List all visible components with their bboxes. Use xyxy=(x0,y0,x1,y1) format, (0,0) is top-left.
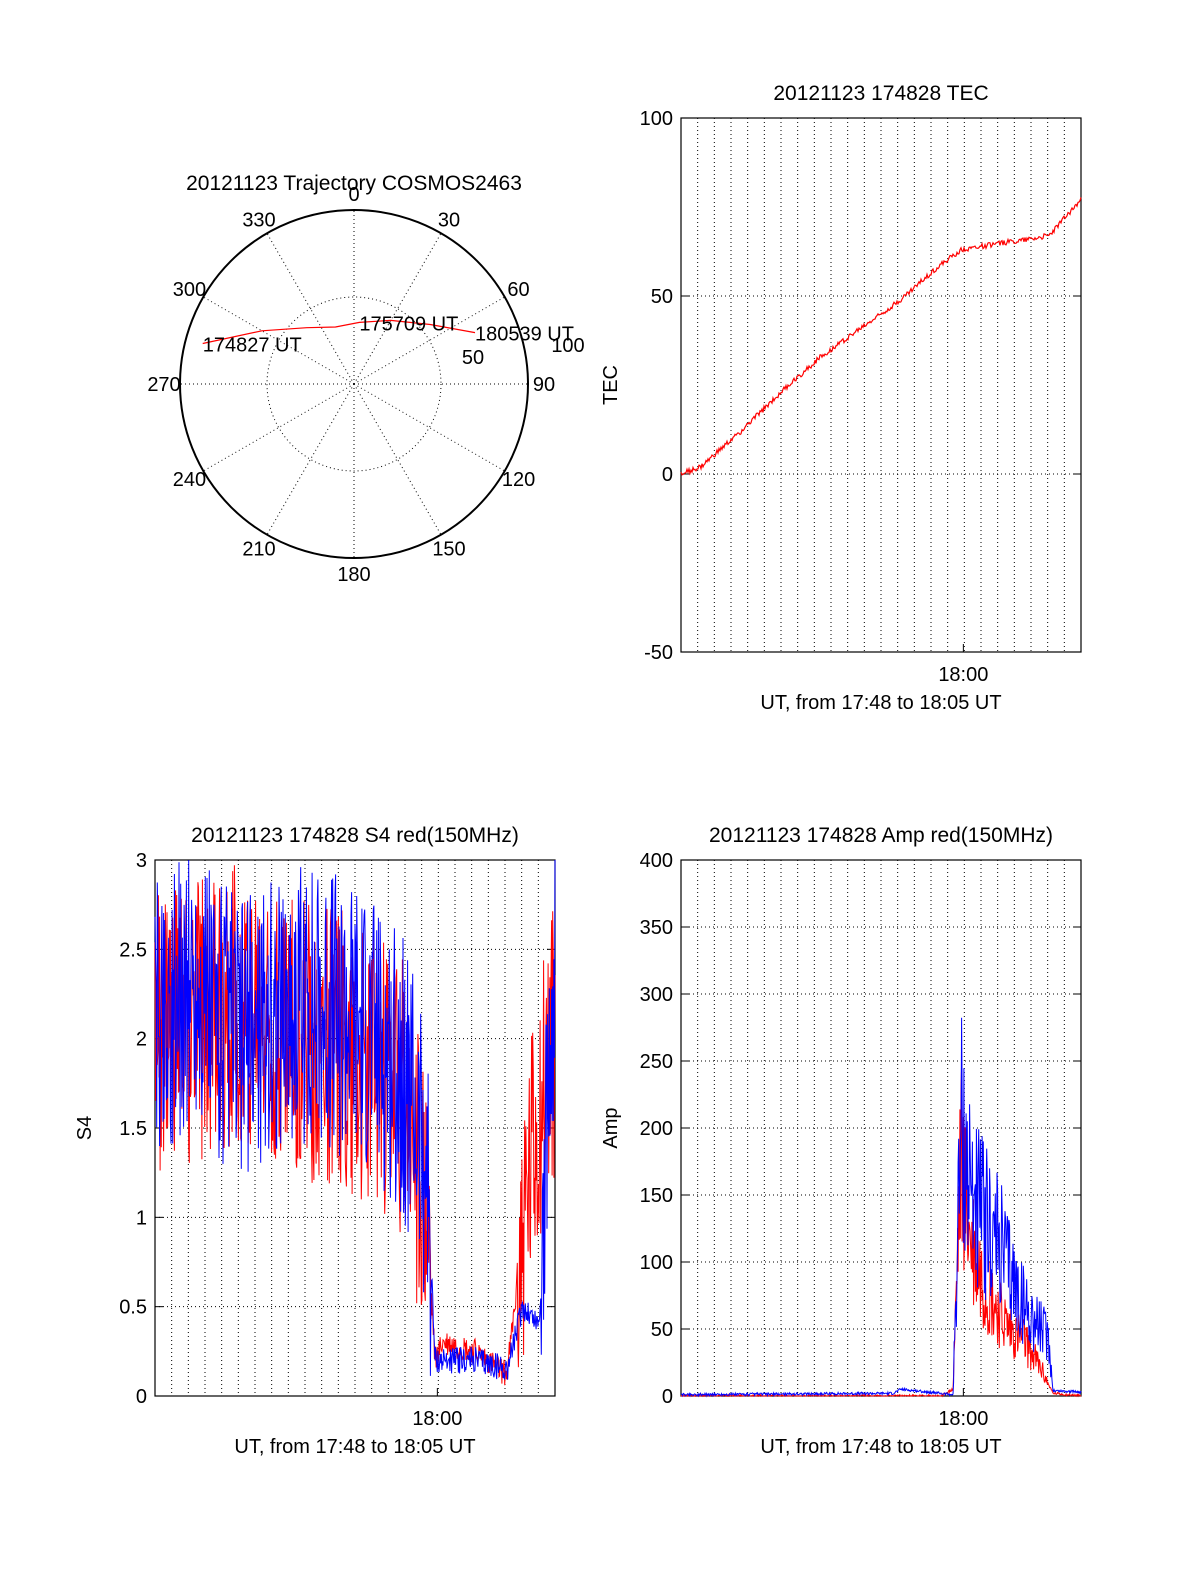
polar-angle-label: 0 xyxy=(348,184,359,206)
polar-radial-label: 100 xyxy=(551,335,584,357)
series-line xyxy=(680,197,1082,476)
polar-spoke xyxy=(266,383,355,535)
polar-angle-label: 240 xyxy=(173,469,206,491)
y-axis-label: TEC xyxy=(600,365,622,405)
y-tick-label: 250 xyxy=(640,1051,673,1073)
polar-spoke xyxy=(353,233,442,385)
y-tick-label: -50 xyxy=(644,642,673,664)
y-tick-label: 1.5 xyxy=(119,1118,147,1140)
polar-angle-label: 150 xyxy=(432,539,465,561)
polar-annotation: 175709 UT xyxy=(359,313,458,335)
y-tick-label: 2.5 xyxy=(119,939,147,961)
polar-annotation: 180539 UT xyxy=(475,324,574,346)
y-tick-label: 400 xyxy=(640,850,673,872)
y-tick-label: 0 xyxy=(662,464,673,486)
y-tick-label: 300 xyxy=(640,984,673,1006)
y-tick-label: 3 xyxy=(136,850,147,872)
polar-annotation: 174827 UT xyxy=(203,334,302,356)
polar-spoke xyxy=(203,383,355,472)
y-tick-label: 100 xyxy=(640,108,673,130)
y-tick-label: 50 xyxy=(651,1319,673,1341)
x-axis-label: UT, from 17:48 to 18:05 UT xyxy=(234,1436,475,1458)
y-tick-label: 50 xyxy=(651,286,673,308)
polar-trajectory-line xyxy=(202,319,476,345)
y-tick-label: 100 xyxy=(640,1252,673,1274)
polar-angle-label: 120 xyxy=(502,469,535,491)
y-tick-label: 0.5 xyxy=(119,1297,147,1319)
polar-spoke xyxy=(353,383,505,472)
polar-angle-label: 90 xyxy=(533,374,555,396)
panel-title: 20121123 174828 TEC xyxy=(773,82,988,105)
polar-angle-label: 180 xyxy=(337,564,370,586)
polar-grid-circle xyxy=(266,296,442,472)
y-tick-label: 0 xyxy=(662,1386,673,1408)
y-tick-label: 0 xyxy=(136,1386,147,1408)
x-tick-label: 18:00 xyxy=(938,664,988,686)
y-axis-label: S4 xyxy=(74,1116,96,1140)
polar-angle-label: 210 xyxy=(242,539,275,561)
plot-frame xyxy=(680,117,1082,653)
x-axis-label: UT, from 17:48 to 18:05 UT xyxy=(760,692,1001,714)
polar-spoke xyxy=(266,233,355,385)
polar-angle-label: 270 xyxy=(147,374,180,396)
x-tick-label: 18:00 xyxy=(412,1408,462,1430)
y-tick-label: 150 xyxy=(640,1185,673,1207)
y-tick-label: 200 xyxy=(640,1118,673,1140)
y-tick-label: 1 xyxy=(136,1207,147,1229)
polar-radial-label: 50 xyxy=(462,347,484,369)
x-axis-label: UT, from 17:48 to 18:05 UT xyxy=(760,1436,1001,1458)
panel-title: 20121123 174828 Amp red(150MHz) xyxy=(709,824,1053,847)
y-axis-label: Amp xyxy=(600,1107,622,1148)
plot-frame xyxy=(154,859,556,1397)
polar-spoke xyxy=(203,296,355,385)
polar-title: 20121123 Trajectory COSMOS2463 xyxy=(186,172,522,195)
polar-outer-circle xyxy=(179,209,529,559)
y-tick-label: 2 xyxy=(136,1029,147,1051)
series-line xyxy=(154,859,556,1381)
polar-angle-label: 60 xyxy=(507,279,529,301)
polar-angle-label: 300 xyxy=(173,279,206,301)
series-line xyxy=(680,1017,1082,1398)
polar-spoke xyxy=(353,383,442,535)
y-tick-label: 350 xyxy=(640,917,673,939)
panel-title: 20121123 174828 S4 red(150MHz) xyxy=(191,824,519,847)
x-tick-label: 18:00 xyxy=(938,1408,988,1430)
polar-spoke xyxy=(353,296,505,385)
polar-angle-label: 330 xyxy=(242,209,275,231)
polar-angle-label: 30 xyxy=(438,209,460,231)
